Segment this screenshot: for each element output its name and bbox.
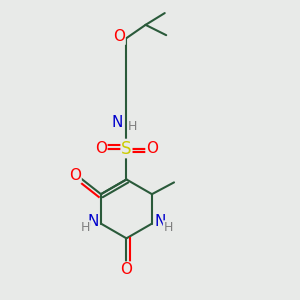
Text: O: O <box>146 141 158 156</box>
Text: S: S <box>121 140 132 158</box>
Text: O: O <box>69 167 81 182</box>
Text: H: H <box>81 221 90 234</box>
Text: N: N <box>87 214 98 229</box>
Text: O: O <box>120 262 132 277</box>
Text: N: N <box>111 115 123 130</box>
Text: O: O <box>113 29 125 44</box>
Text: N: N <box>154 214 166 229</box>
Text: O: O <box>95 141 107 156</box>
Text: O: O <box>68 169 80 184</box>
Text: H: H <box>164 221 173 234</box>
Text: H: H <box>128 120 138 133</box>
Text: O: O <box>120 262 132 277</box>
